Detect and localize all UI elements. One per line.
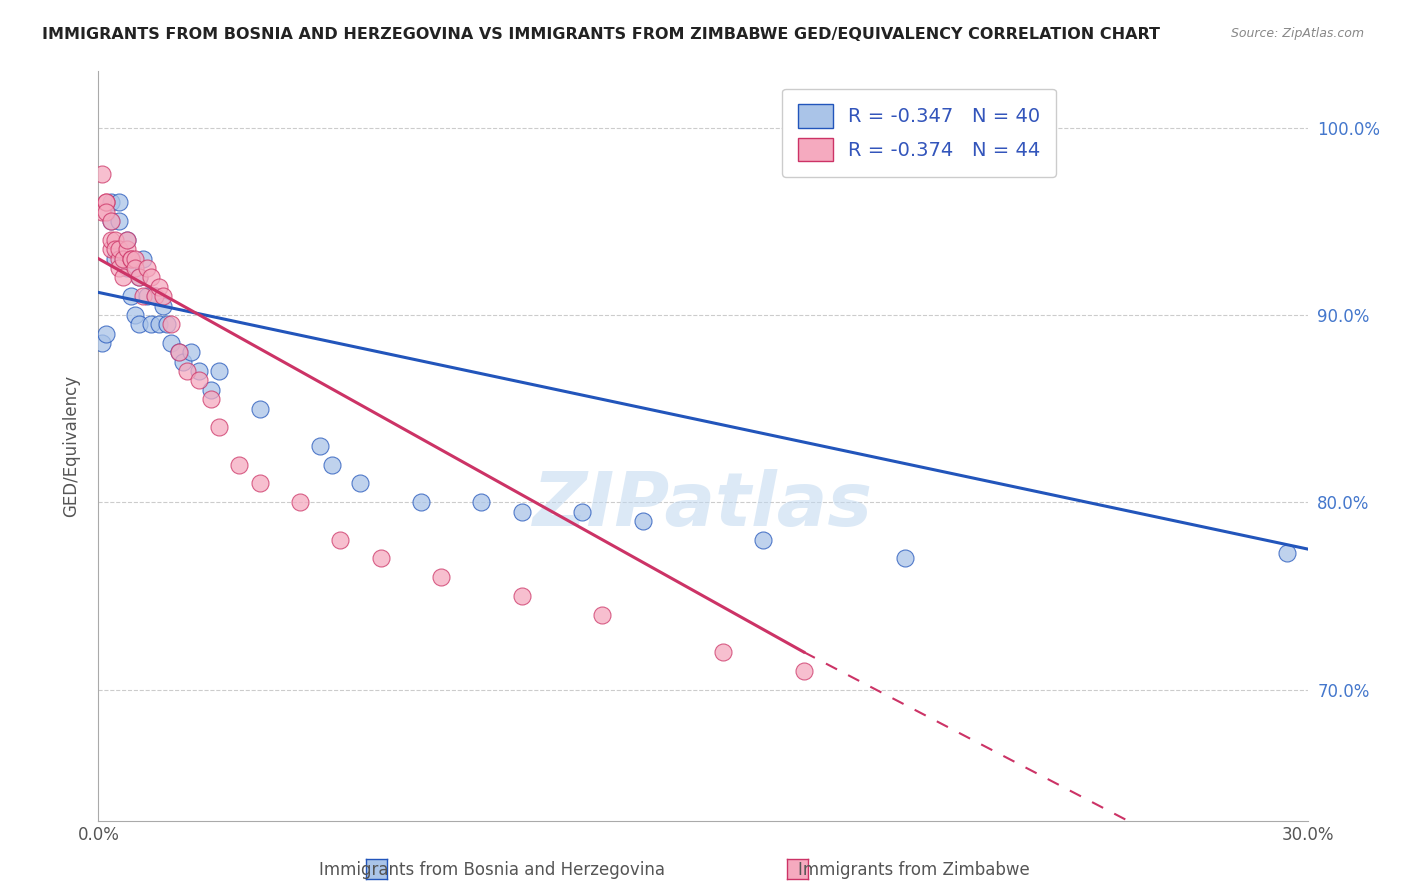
Point xyxy=(91,205,114,219)
Point xyxy=(115,243,138,257)
Point xyxy=(96,195,118,210)
Point xyxy=(793,664,815,678)
Point xyxy=(91,336,114,351)
Point xyxy=(91,168,114,182)
Point xyxy=(349,476,371,491)
Point xyxy=(631,514,654,528)
Point xyxy=(115,233,138,247)
Point xyxy=(1277,546,1299,560)
Legend: R = -0.347   N = 40, R = -0.374   N = 44: R = -0.347 N = 40, R = -0.374 N = 44 xyxy=(782,88,1056,177)
Point xyxy=(200,392,222,407)
Point xyxy=(107,261,129,276)
Point xyxy=(711,645,734,659)
Point xyxy=(120,252,142,266)
Point xyxy=(115,233,138,247)
Point xyxy=(148,280,170,294)
Text: ZIPatlas: ZIPatlas xyxy=(533,469,873,542)
Point xyxy=(143,289,166,303)
Point xyxy=(128,318,150,332)
Text: Source: ZipAtlas.com: Source: ZipAtlas.com xyxy=(1230,27,1364,40)
Point xyxy=(107,214,129,228)
Point xyxy=(321,458,343,472)
Point xyxy=(111,252,134,266)
Point xyxy=(430,570,453,584)
Point xyxy=(111,252,134,266)
Point xyxy=(249,401,271,416)
Point xyxy=(96,326,118,341)
Point xyxy=(470,495,492,509)
Point xyxy=(103,252,125,266)
Point xyxy=(139,270,162,285)
Point xyxy=(107,195,129,210)
Point xyxy=(124,261,146,276)
Point xyxy=(188,364,211,378)
Point xyxy=(115,261,138,276)
Point xyxy=(128,270,150,285)
Point xyxy=(100,195,122,210)
Point xyxy=(100,233,122,247)
Text: IMMIGRANTS FROM BOSNIA AND HERZEGOVINA VS IMMIGRANTS FROM ZIMBABWE GED/EQUIVALEN: IMMIGRANTS FROM BOSNIA AND HERZEGOVINA V… xyxy=(42,27,1160,42)
Point xyxy=(208,420,231,434)
Point xyxy=(370,551,392,566)
Point xyxy=(309,439,332,453)
Point xyxy=(510,505,533,519)
Point xyxy=(103,233,125,247)
Point xyxy=(120,252,142,266)
Point xyxy=(96,205,118,219)
Point xyxy=(180,345,202,359)
Point xyxy=(160,318,183,332)
Point xyxy=(176,364,198,378)
Point xyxy=(409,495,432,509)
Point xyxy=(135,289,157,303)
Point xyxy=(148,318,170,332)
Point xyxy=(100,214,122,228)
Point xyxy=(100,243,122,257)
Point xyxy=(249,476,271,491)
Point xyxy=(893,551,915,566)
Point xyxy=(571,505,593,519)
Point xyxy=(188,374,211,388)
Point xyxy=(103,243,125,257)
Point xyxy=(135,261,157,276)
Point xyxy=(591,607,613,622)
Text: Immigrants from Bosnia and Herzegovina: Immigrants from Bosnia and Herzegovina xyxy=(319,861,665,879)
Point xyxy=(288,495,311,509)
Point xyxy=(139,318,162,332)
Point xyxy=(124,308,146,322)
Point xyxy=(510,589,533,603)
Point xyxy=(167,345,190,359)
Point xyxy=(132,289,155,303)
Point xyxy=(107,243,129,257)
Point xyxy=(200,383,222,397)
Point xyxy=(167,345,190,359)
Point xyxy=(329,533,352,547)
Point xyxy=(228,458,250,472)
Point xyxy=(100,214,122,228)
Point xyxy=(96,195,118,210)
Point xyxy=(128,270,150,285)
Point xyxy=(172,355,194,369)
Point xyxy=(143,289,166,303)
Point xyxy=(111,270,134,285)
Point xyxy=(752,533,775,547)
Point xyxy=(152,299,174,313)
Point xyxy=(120,289,142,303)
Point xyxy=(208,364,231,378)
Point xyxy=(152,289,174,303)
Point xyxy=(124,252,146,266)
Point xyxy=(107,252,129,266)
Point xyxy=(160,336,183,351)
Point xyxy=(132,252,155,266)
Text: Immigrants from Zimbabwe: Immigrants from Zimbabwe xyxy=(799,861,1029,879)
Y-axis label: GED/Equivalency: GED/Equivalency xyxy=(62,375,80,517)
Point xyxy=(156,318,179,332)
